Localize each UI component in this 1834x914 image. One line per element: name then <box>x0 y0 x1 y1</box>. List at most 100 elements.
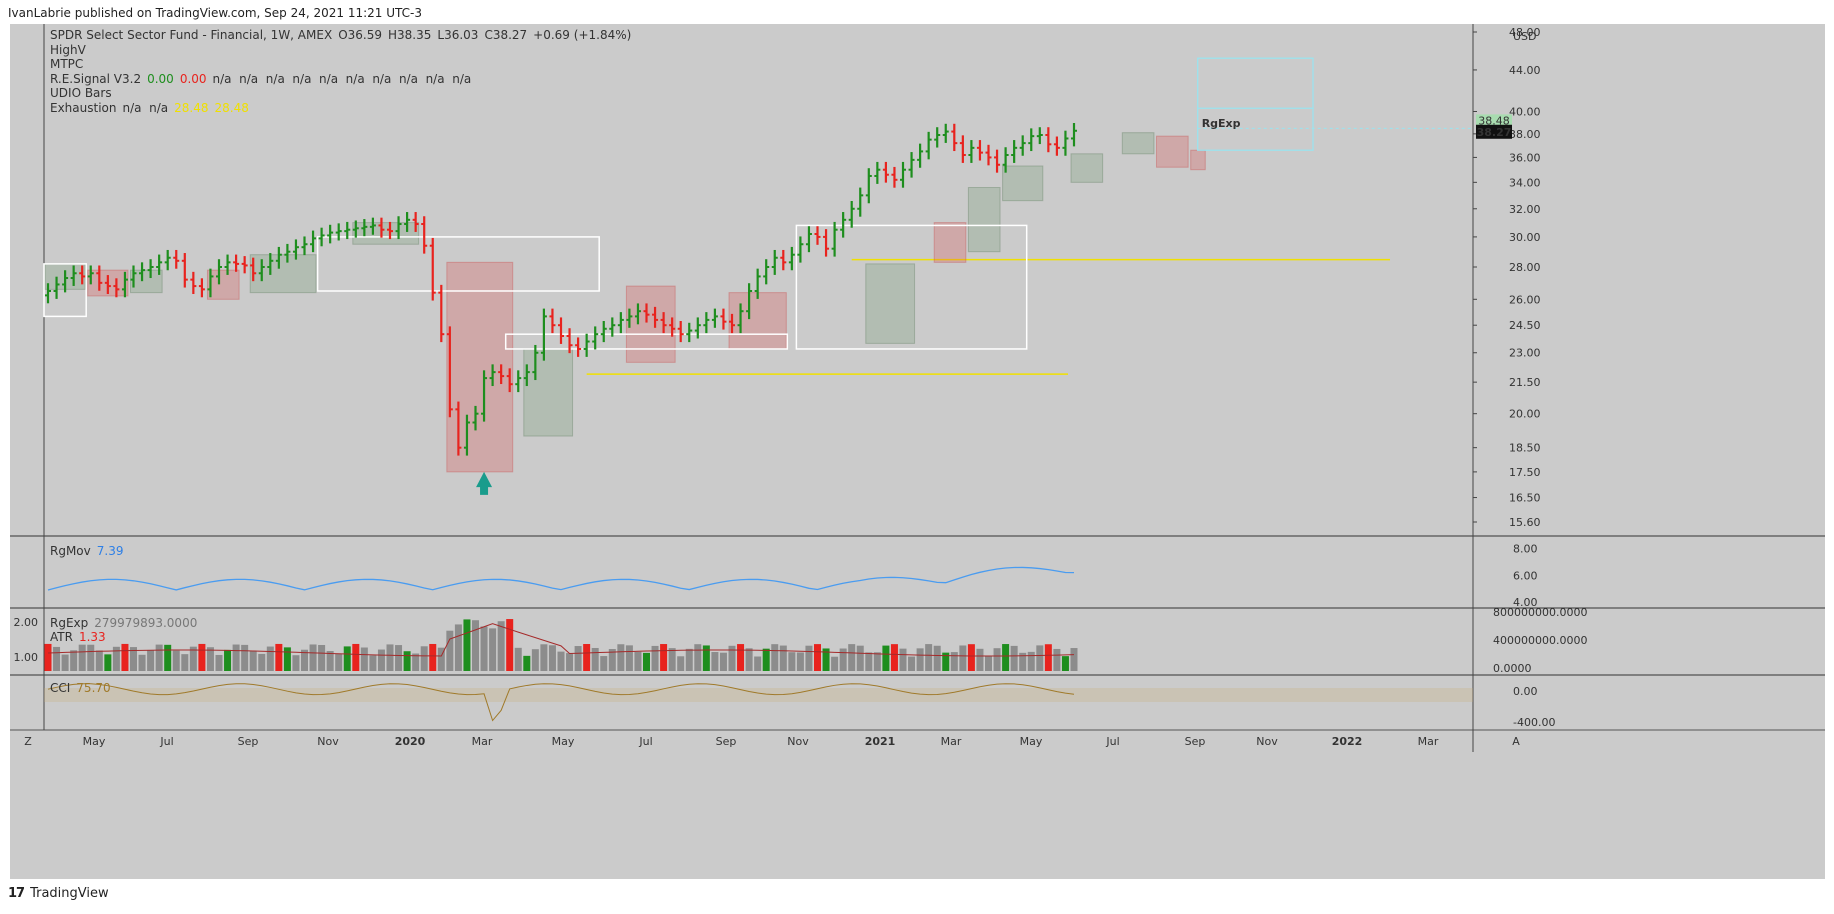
range-box <box>1002 165 1044 202</box>
price-tick-label: 16.50 <box>1509 492 1541 505</box>
cci-label: CCI <box>50 681 71 695</box>
volume-bar <box>873 652 881 671</box>
volume-bar <box>899 648 907 671</box>
volume-bar <box>155 644 163 671</box>
volume-bar <box>754 656 762 671</box>
range-box <box>933 222 967 263</box>
volume-bar <box>523 655 531 671</box>
time-axis-label: Jul <box>159 735 173 748</box>
volume-bar <box>206 647 214 671</box>
volume-bar <box>360 647 368 671</box>
volume-bar <box>985 656 992 671</box>
chart-svg[interactable]: 48.00 44.00 40.00 38.00 36.00 34.00 32.00 30.00… <box>10 24 1825 879</box>
ohlc-close: C38.27 <box>484 28 528 42</box>
time-axis-label: Sep <box>716 735 737 748</box>
chart-frame[interactable]: 48.00 44.00 40.00 38.00 36.00 34.00 32.00 30.00… <box>10 24 1825 879</box>
volume-bar <box>933 645 941 671</box>
range-box <box>1070 153 1104 183</box>
price-tick-label: 48.00 <box>1509 26 1541 39</box>
volume-bar <box>121 643 129 671</box>
price-tick-label: 23.00 <box>1509 347 1541 360</box>
price-tick-label: 15.60 <box>1509 516 1541 529</box>
volume-bar <box>728 645 736 671</box>
cci-legend: CCI 75.70 <box>50 681 117 695</box>
volume-bar <box>181 654 189 671</box>
resignal-value-1: 0.00 <box>147 71 174 86</box>
rgmov-value: 7.39 <box>96 544 124 558</box>
volume-bar <box>908 656 916 671</box>
range-box <box>1121 132 1155 155</box>
footer-brand: TradingView <box>30 886 109 901</box>
volume-bar <box>454 624 462 671</box>
volume-bar <box>617 644 625 671</box>
target-box-label: RgExp <box>1202 117 1241 130</box>
rgexp-left-tick-label: 2.00 <box>14 616 39 629</box>
ohlc-low: L36.03 <box>437 28 479 42</box>
volume-bar <box>78 644 86 671</box>
volume-bar <box>531 649 539 671</box>
range-box <box>728 292 787 350</box>
time-axis-label: Mar <box>472 735 493 748</box>
volume-bar <box>172 650 180 671</box>
volume-bar <box>925 644 933 671</box>
volume-bar <box>608 649 616 671</box>
range-box <box>1156 135 1189 168</box>
volume-bar <box>1070 648 1078 671</box>
volume-bar <box>779 645 787 671</box>
volume-bar <box>583 644 591 671</box>
atr-value: 1.33 <box>78 630 106 644</box>
time-axis-label: Sep <box>238 735 259 748</box>
resignal-label: R.E.Signal V3.2 <box>50 71 142 86</box>
volume-bar <box>215 654 223 671</box>
price-tick-label: 21.50 <box>1509 376 1541 389</box>
rgmov-tick-label: 6.00 <box>1513 569 1538 582</box>
time-axis-label: A <box>1512 735 1520 748</box>
volume-bar <box>950 652 958 671</box>
price-tick-label: 34.00 <box>1509 176 1541 189</box>
price-tick-label: 24.50 <box>1509 319 1541 332</box>
volume-bar <box>942 652 950 671</box>
volume-bar <box>805 645 813 671</box>
price-tick-label: 36.00 <box>1509 151 1541 164</box>
rgexp-value: 279979893.0000 <box>94 616 198 630</box>
volume-bar <box>711 652 719 671</box>
volume-bar <box>130 647 137 671</box>
volume-bar <box>472 620 479 671</box>
cci-tick-label: -400.00 <box>1513 716 1555 729</box>
volume-bar <box>429 643 437 671</box>
volume-bar <box>694 644 702 671</box>
volume-bar <box>164 644 172 671</box>
exhaustion-value-2: 28.48 <box>214 100 249 115</box>
price-tick-label: 20.00 <box>1509 408 1541 421</box>
rgexp-tick-label: 800000000.0000 <box>1493 606 1587 619</box>
cci-line <box>47 683 1075 722</box>
rgmov-tick-label: 8.00 <box>1513 543 1538 556</box>
time-axis-label: Nov <box>1256 735 1278 748</box>
price-tick-label: 18.50 <box>1509 442 1541 455</box>
indicator-udio: UDIO Bars <box>50 86 112 100</box>
price-tick-label: 26.00 <box>1509 293 1541 306</box>
time-axis-label: May <box>83 735 106 748</box>
volume-bar <box>497 621 505 671</box>
last-price-tag <box>1476 124 1512 139</box>
volume-bar <box>326 651 334 671</box>
rgmov-line <box>47 566 1075 591</box>
volume-bar <box>993 648 1001 671</box>
volume-bar <box>574 646 582 671</box>
volume-bar <box>1053 648 1061 671</box>
price-tick-label: 38.00 <box>1509 128 1541 141</box>
volume-bar <box>147 650 155 671</box>
rgexp-legend: RgExp 279979893.0000 ATR 1.33 <box>50 616 203 644</box>
published-header: IvanLabrie published on TradingView.com,… <box>8 6 422 20</box>
volume-bar <box>566 653 574 671</box>
volume-bar <box>796 652 804 671</box>
buy-arrow-icon <box>476 471 493 495</box>
ohlc-open: O36.59 <box>338 28 382 42</box>
volume-bar <box>540 644 548 671</box>
range-box <box>206 269 240 300</box>
cci-value: 75.70 <box>76 681 111 695</box>
volume-bar <box>890 644 898 671</box>
resignal-value-2: 0.00 <box>179 71 207 86</box>
volume-bar <box>685 648 693 671</box>
indicator-highv: HighV <box>50 42 86 57</box>
